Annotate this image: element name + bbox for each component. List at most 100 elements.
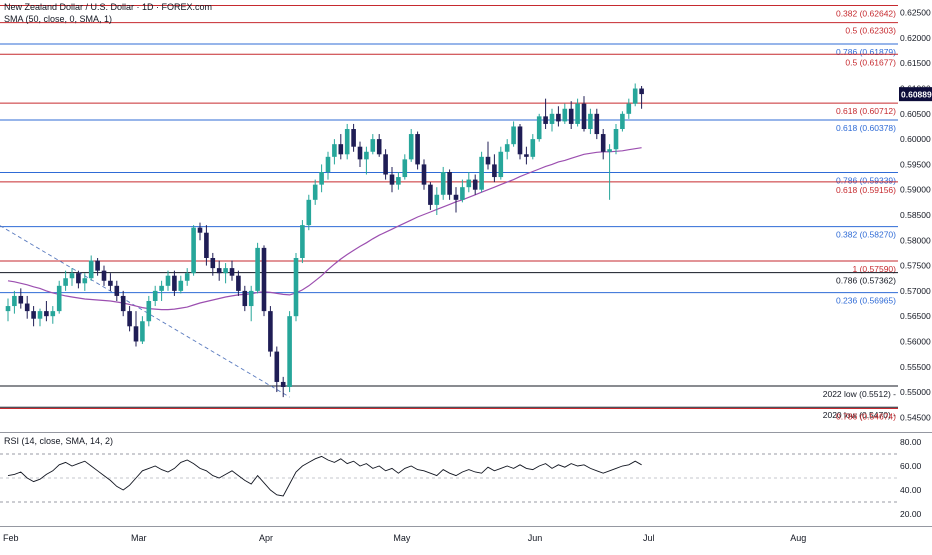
candle-body	[485, 156, 491, 165]
candle	[498, 146, 504, 180]
candle	[562, 103, 568, 124]
candle	[517, 123, 523, 160]
price-tick-label: 0.56500	[900, 311, 931, 321]
price-tick-label: 0.57000	[900, 286, 931, 296]
fib-level-label: 0.382 (0.62642)	[836, 8, 896, 18]
candle-body	[197, 227, 203, 233]
candle-body	[44, 311, 49, 317]
candle	[191, 225, 196, 276]
candle-body	[325, 156, 331, 172]
candle	[274, 346, 280, 393]
candle-body	[376, 139, 382, 155]
price-tick-label: 0.55500	[900, 362, 931, 372]
candle	[383, 149, 388, 180]
candle	[511, 121, 516, 147]
candle	[293, 252, 299, 322]
candle-body	[511, 126, 516, 145]
candle	[357, 141, 363, 167]
candle-body	[344, 129, 350, 155]
candle-body	[95, 260, 100, 271]
candle	[613, 123, 619, 155]
candle-body	[364, 151, 369, 160]
candle	[447, 169, 452, 200]
candle	[524, 146, 529, 165]
candle-body	[472, 179, 478, 190]
candle-body	[626, 103, 632, 114]
candle-body	[389, 174, 395, 185]
candle	[216, 260, 222, 281]
fib-level-label: 2022 low (0.5512) -	[823, 389, 896, 399]
candle-body	[210, 258, 216, 269]
candle-body	[248, 290, 254, 307]
candle	[37, 308, 43, 327]
fib-level-label: 0.618 (0.60378)	[836, 123, 896, 133]
candle-body	[549, 113, 555, 124]
candle	[312, 179, 318, 205]
candle	[434, 187, 440, 215]
candle-body	[402, 159, 408, 178]
rsi-indicator-label[interactable]: RSI (14, close, SMA, 14, 2)	[4, 436, 114, 446]
candle	[364, 146, 369, 175]
candle	[165, 270, 171, 291]
candle	[287, 311, 292, 393]
candle-body	[31, 311, 36, 319]
fib-level-label: 0.786 (0.54674)	[836, 412, 896, 422]
candle	[31, 306, 36, 327]
sma-50-line	[7, 147, 642, 311]
sma-indicator-label[interactable]: SMA (50, close, 0, SMA, 1)	[4, 14, 113, 24]
fib-level-label: 1 (0.57590)	[853, 264, 897, 274]
x-tick-label: May	[393, 533, 411, 543]
price-tick-label: 0.58000	[900, 235, 931, 245]
candle-body	[383, 154, 388, 175]
rsi-tick-label: 40.00	[900, 485, 922, 495]
candle-body	[632, 88, 638, 104]
candle	[472, 174, 478, 195]
candle-body	[332, 144, 337, 157]
candle-body	[127, 311, 132, 327]
candle	[402, 154, 408, 180]
candle-body	[50, 311, 56, 317]
candle-body	[300, 225, 305, 258]
candle	[178, 275, 184, 294]
candle	[63, 270, 68, 291]
candle-body	[312, 184, 318, 200]
candle	[408, 129, 414, 162]
candle	[440, 166, 446, 200]
candle	[536, 113, 542, 142]
candle	[159, 280, 164, 301]
candle	[415, 131, 420, 170]
candle	[69, 268, 75, 286]
candle	[549, 108, 555, 132]
candle	[152, 285, 158, 307]
candle	[56, 280, 62, 314]
candle	[184, 268, 190, 286]
candle	[306, 194, 312, 231]
x-tick-label: Feb	[3, 533, 19, 543]
fib-level-label: 0.786 (0.59339)	[836, 176, 896, 186]
candle-body	[165, 275, 171, 286]
candle	[376, 134, 382, 157]
candle-body	[114, 285, 120, 296]
candle	[76, 270, 81, 289]
fib-level-label: 0.5 (0.62303)	[845, 26, 896, 36]
candle	[421, 159, 427, 190]
candle-body	[146, 301, 152, 322]
candle	[479, 151, 484, 193]
candle-body	[236, 275, 241, 291]
candle-body	[76, 273, 81, 284]
candle-body	[63, 278, 68, 286]
candle-body	[268, 311, 273, 352]
candle-body	[152, 290, 158, 301]
candle	[172, 270, 177, 296]
trendline	[0, 225, 290, 398]
candle	[146, 295, 152, 327]
candle-body	[280, 381, 286, 387]
candle-body	[5, 306, 11, 312]
candle	[120, 290, 126, 317]
candle-body	[24, 303, 30, 312]
x-tick-label: Jun	[528, 533, 543, 543]
candle-body	[140, 321, 145, 342]
candle	[204, 225, 209, 266]
